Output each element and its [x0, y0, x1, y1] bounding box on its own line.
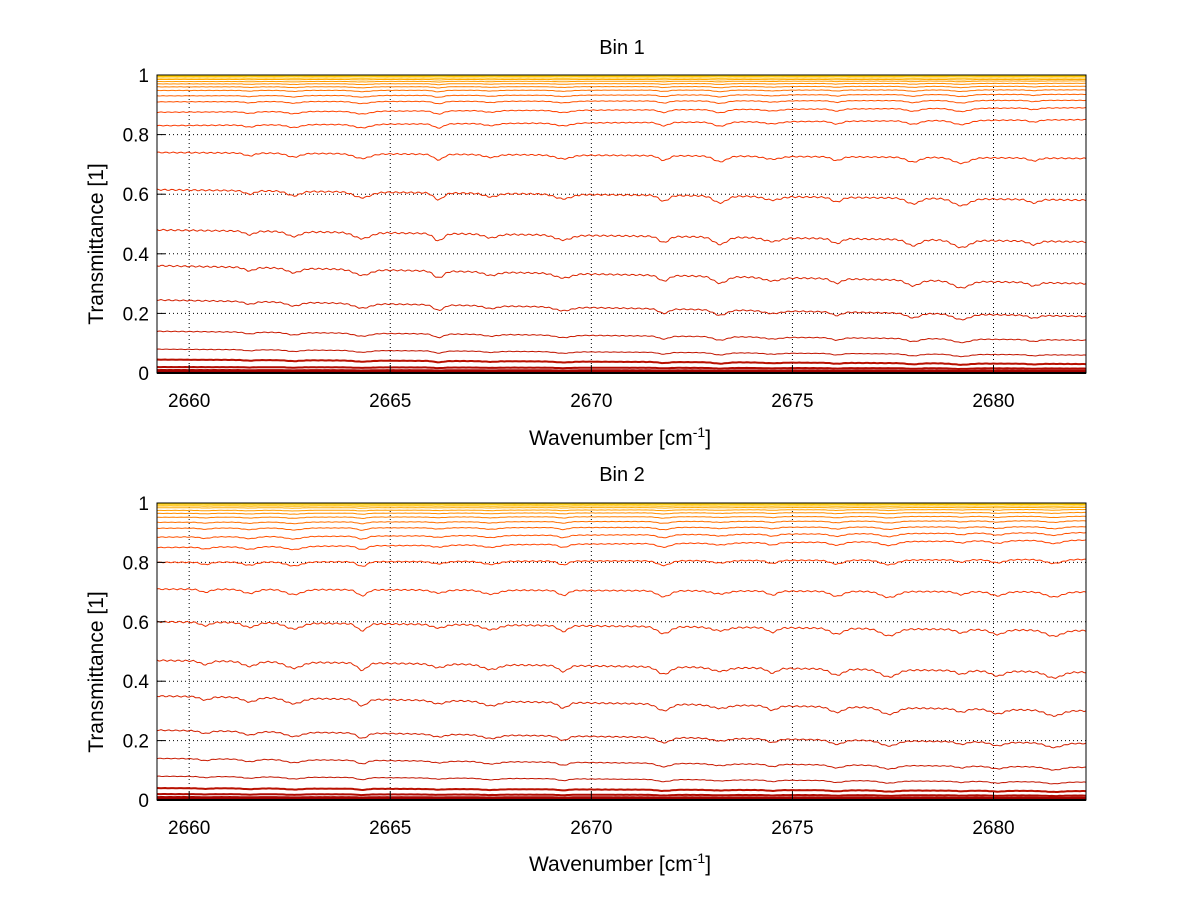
chart-title: Bin 2: [599, 464, 645, 486]
x-tick-label: 2670: [570, 818, 612, 839]
series-line: [156, 526, 1086, 531]
x-tick-label: 2680: [972, 391, 1014, 412]
series-line: [156, 620, 1087, 638]
series-line: [156, 520, 1087, 525]
x-tick-labels: 2660 2665 2670 2675 2680: [168, 391, 1015, 412]
y-tick-labels: 0 0.2 0.4 0.6 0.8 1: [123, 66, 150, 385]
series-line: [157, 85, 1087, 89]
x-axis-label: Wavenumber [cm-1]: [529, 424, 711, 450]
series-line: [156, 264, 1087, 289]
grid: [157, 74, 1086, 374]
y-axis-label: Transmittance [1]: [85, 591, 108, 752]
series-line: [156, 151, 1087, 165]
series-lines: [156, 502, 1087, 801]
x-tick-label: 2660: [168, 391, 210, 412]
y-tick-label: 0.6: [123, 185, 149, 206]
axes: [156, 502, 1087, 801]
x-tick-label: 2665: [369, 818, 411, 839]
y-tick-label: 0.2: [123, 304, 149, 325]
axes: [156, 74, 1087, 374]
y-axis-label: Transmittance [1]: [85, 163, 108, 324]
y-tick-label: 0: [138, 791, 149, 812]
y-tick-label: 0.6: [123, 613, 149, 634]
grid: [157, 502, 1086, 801]
series-line: [156, 82, 1086, 86]
series-line: [156, 695, 1087, 718]
series-line: [156, 659, 1087, 679]
series-lines: [156, 74, 1087, 374]
series-line: [157, 78, 1087, 81]
series-line: [156, 93, 1086, 98]
series-line: [156, 188, 1087, 207]
series-line: [156, 118, 1087, 129]
y-tick-label: 1: [138, 494, 149, 515]
x-tick-label: 2660: [168, 818, 210, 839]
series-line: [156, 89, 1087, 93]
plot-frame: [156, 502, 1087, 801]
series-line: [157, 99, 1087, 105]
series-line: [156, 511, 1086, 515]
series-line: [156, 228, 1087, 249]
series-line: [156, 757, 1087, 771]
series-line: [156, 729, 1087, 749]
y-tick-label: 0.4: [123, 245, 150, 266]
plot-frame: [156, 74, 1087, 374]
series-line: [156, 531, 1087, 540]
series-line: [156, 558, 1087, 567]
series-line: [156, 365, 1087, 371]
x-axis-label: Wavenumber [cm-1]: [529, 850, 711, 876]
series-line: [156, 795, 1087, 799]
x-tick-label: 2665: [369, 391, 411, 412]
x-tick-label: 2675: [771, 818, 813, 839]
series-line: [156, 588, 1087, 599]
y-tick-label: 0: [138, 364, 149, 385]
x-tick-label: 2670: [570, 391, 612, 412]
series-line: [157, 515, 1087, 520]
series-line: [156, 348, 1087, 358]
series-line: [156, 106, 1087, 115]
y-tick-labels: 0 0.2 0.4 0.6 0.8 1: [123, 494, 150, 812]
series-line: [157, 503, 1086, 506]
series-line: [157, 505, 1086, 507]
chart-title: Bin 1: [599, 37, 645, 59]
series-line: [157, 506, 1087, 509]
series-line: [156, 775, 1087, 785]
series-line: [156, 368, 1086, 372]
series-line: [156, 792, 1086, 798]
bin-1-panel: Bin 1 2660 2665 2670 2675 2680 0 0.2 0.4 0.6 0.8…: [85, 37, 1087, 450]
series-line: [156, 508, 1086, 512]
bin-2-panel: Bin 2 2660 2665 2670 2675 2680 0 0.2 0.4 0.6 0.8…: [85, 464, 1087, 876]
series-line: [156, 786, 1087, 793]
x-tick-label: 2680: [972, 818, 1014, 839]
x-tick-labels: 2660 2665 2670 2675 2680: [168, 818, 1015, 839]
series-line: [156, 80, 1087, 83]
series-line: [156, 330, 1087, 344]
y-tick-label: 0.4: [123, 672, 150, 693]
y-tick-label: 0.2: [123, 732, 149, 753]
series-line: [156, 358, 1087, 366]
series-line: [157, 77, 1086, 79]
series-line: [156, 298, 1087, 321]
y-tick-label: 0.8: [123, 126, 149, 147]
y-tick-label: 1: [138, 66, 149, 87]
series-line: [156, 539, 1087, 551]
y-tick-label: 0.8: [123, 553, 149, 574]
x-tick-label: 2675: [771, 391, 813, 412]
